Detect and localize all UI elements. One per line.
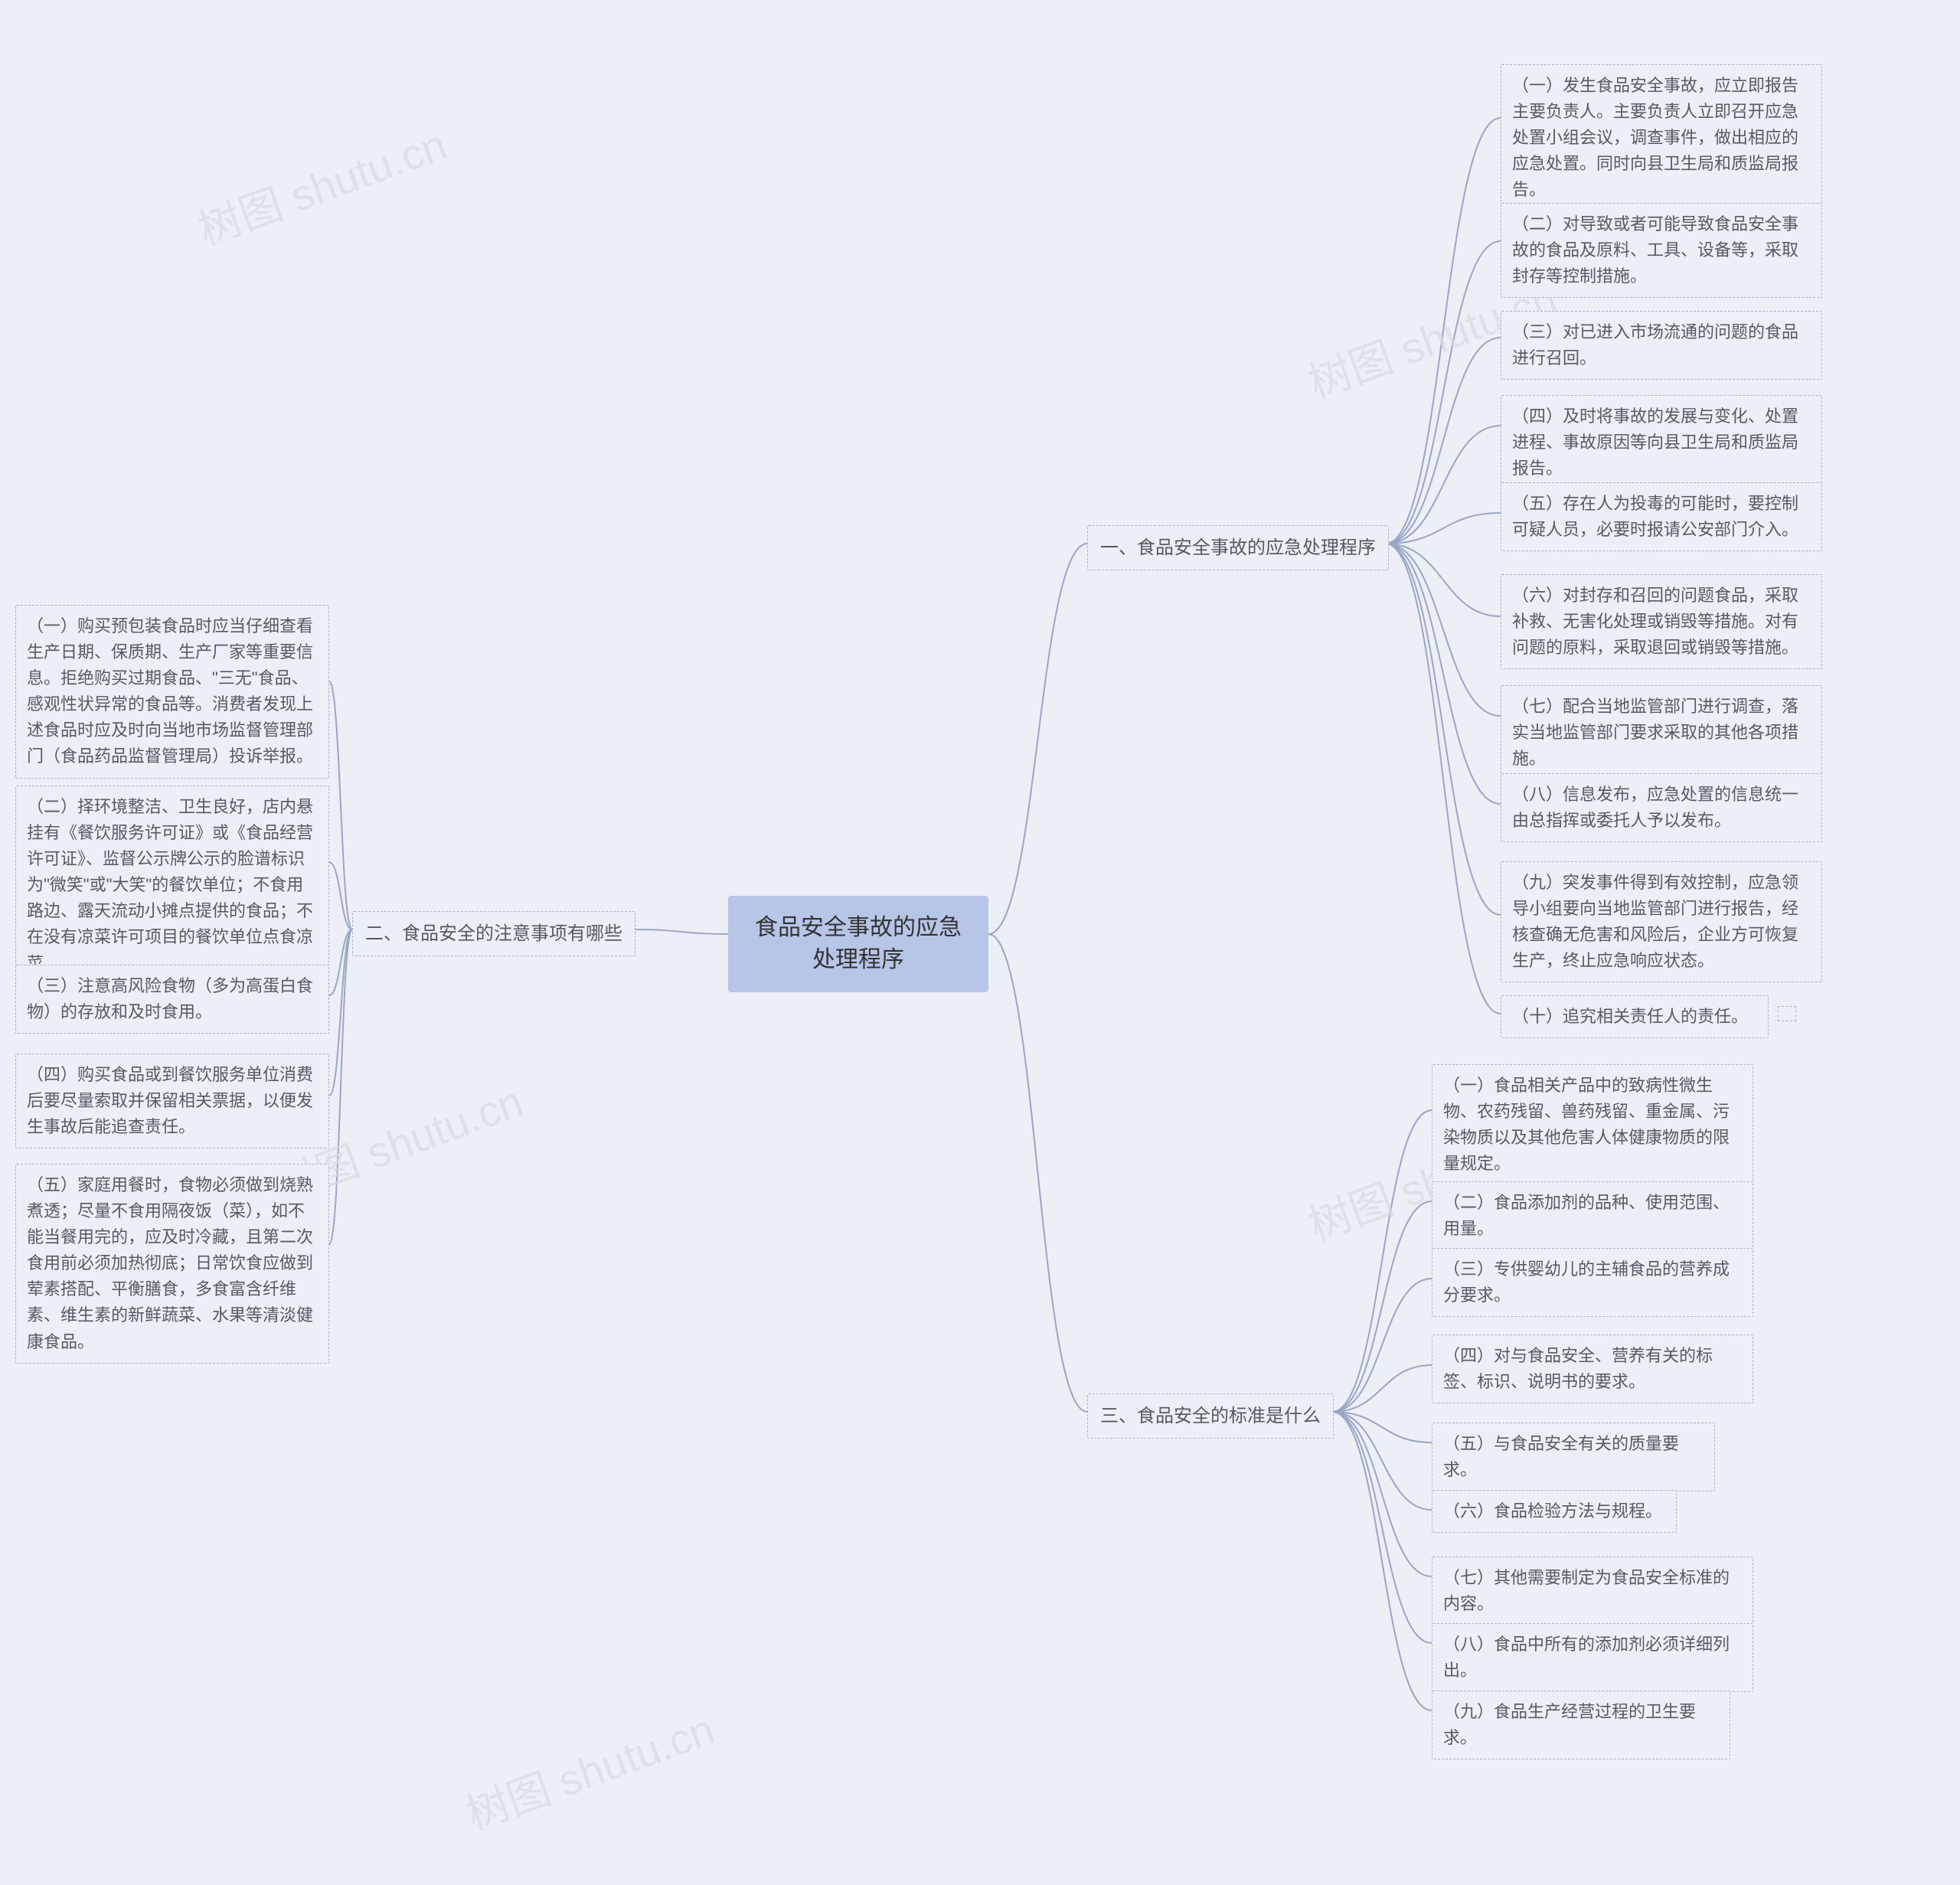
leaf-node: （一）购买预包装食品时应当仔细查看生产日期、保质期、生产厂家等重要信息。拒绝购买… bbox=[15, 605, 329, 779]
leaf-node: （五）与食品安全有关的质量要求。 bbox=[1432, 1423, 1715, 1491]
leaf-node: （四）及时将事故的发展与变化、处置进程、事故原因等向县卫生局和质监局报告。 bbox=[1501, 395, 1822, 490]
branch-node: 三、食品安全的标准是什么 bbox=[1087, 1393, 1334, 1439]
leaf-node: （三）专供婴幼儿的主辅食品的营养成分要求。 bbox=[1432, 1248, 1753, 1317]
leaf-node: （三）对已进入市场流通的问题的食品进行召回。 bbox=[1501, 311, 1822, 380]
leaf-node: （八）信息发布，应急处置的信息统一由总指挥或委托人予以发布。 bbox=[1501, 773, 1822, 842]
watermark: 树图 shutu.cn bbox=[188, 110, 454, 257]
corner-decoration bbox=[1778, 1006, 1796, 1021]
leaf-node: （七）配合当地监管部门进行调查，落实当地监管部门要求采取的其他各项措施。 bbox=[1501, 685, 1822, 780]
leaf-node: （八）食品中所有的添加剂必须详细列出。 bbox=[1432, 1623, 1753, 1692]
leaf-node: （九）突发事件得到有效控制，应急领导小组要向当地监管部门进行报告，经核查确无危害… bbox=[1501, 861, 1822, 982]
leaf-node: （二）择环境整洁、卫生良好，店内悬挂有《餐饮服务许可证》或《食品经营许可证》、监… bbox=[15, 786, 329, 985]
leaf-node: （四）购买食品或到餐饮服务单位消费后要尽量索取并保留相关票据，以便发生事故后能追… bbox=[15, 1054, 329, 1148]
leaf-node: （九）食品生产经营过程的卫生要求。 bbox=[1432, 1691, 1730, 1759]
leaf-node: （二）食品添加剂的品种、使用范围、用量。 bbox=[1432, 1181, 1753, 1250]
leaf-node: （十）追究相关责任人的责任。 bbox=[1501, 995, 1769, 1038]
branch-node: 一、食品安全事故的应急处理程序 bbox=[1087, 525, 1389, 570]
leaf-node: （五）存在人为投毒的可能时，要控制可疑人员，必要时报请公安部门介入。 bbox=[1501, 482, 1822, 551]
leaf-node: （一）发生食品安全事故，应立即报告主要负责人。主要负责人立即召开应急处置小组会议… bbox=[1501, 64, 1822, 211]
leaf-node: （四）对与食品安全、营养有关的标签、标识、说明书的要求。 bbox=[1432, 1335, 1753, 1403]
leaf-node: （六）对封存和召回的问题食品，采取补救、无害化处理或销毁等措施。对有问题的原料，… bbox=[1501, 574, 1822, 669]
leaf-node: （六）食品检验方法与规程。 bbox=[1432, 1490, 1677, 1533]
center-node: 食品安全事故的应急处理程序 bbox=[728, 896, 988, 992]
branch-node: 二、食品安全的注意事项有哪些 bbox=[352, 911, 635, 956]
leaf-node: （二）对导致或者可能导致食品安全事故的食品及原料、工具、设备等，采取封存等控制措… bbox=[1501, 203, 1822, 298]
leaf-node: （七）其他需要制定为食品安全标准的内容。 bbox=[1432, 1557, 1753, 1625]
watermark: 树图 shutu.cn bbox=[456, 1695, 722, 1842]
leaf-node: （三）注意高风险食物（多为高蛋白食物）的存放和及时食用。 bbox=[15, 965, 329, 1034]
leaf-node: （一）食品相关产品中的致病性微生物、农药残留、兽药残留、重金属、污染物质以及其他… bbox=[1432, 1064, 1753, 1185]
leaf-node: （五）家庭用餐时，食物必须做到烧熟煮透；尽量不食用隔夜饭（菜），如不能当餐用完的… bbox=[15, 1164, 329, 1364]
